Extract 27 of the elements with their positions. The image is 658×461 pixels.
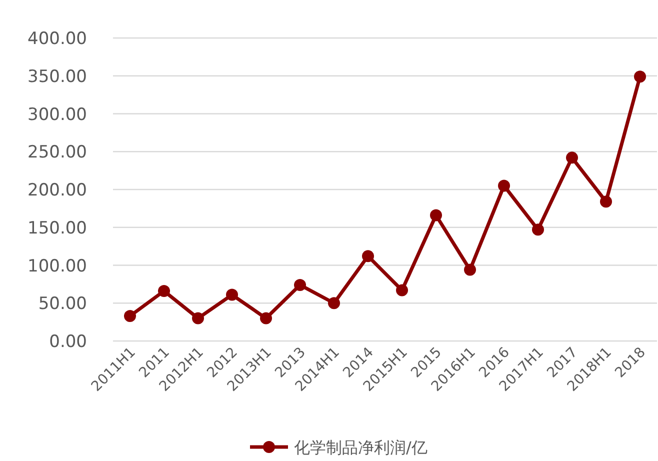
point xyxy=(158,285,170,298)
y-tick-label: 50.00 xyxy=(38,294,87,314)
y-tick-label: 200.00 xyxy=(28,180,87,200)
point xyxy=(396,284,408,296)
legend: 化学制品净利润/亿 xyxy=(250,438,428,457)
legend-label: 化学制品净利润/亿 xyxy=(294,438,428,457)
point xyxy=(464,264,476,276)
point xyxy=(532,224,544,236)
point xyxy=(260,312,272,324)
point xyxy=(566,152,578,164)
point xyxy=(124,310,136,322)
point xyxy=(226,288,238,301)
point xyxy=(294,278,306,291)
y-tick-label: 350.00 xyxy=(28,66,87,87)
point xyxy=(634,70,646,83)
point xyxy=(192,312,204,324)
y-tick-label: 400.00 xyxy=(28,29,87,49)
point xyxy=(328,297,340,310)
point xyxy=(430,209,442,222)
point xyxy=(362,250,374,262)
y-tick-label: 0.00 xyxy=(49,332,87,352)
point xyxy=(498,180,510,192)
y-tick-label: 150.00 xyxy=(28,218,87,238)
y-tick-label: 300.00 xyxy=(28,104,87,125)
point xyxy=(600,196,612,208)
y-tick-label: 100.00 xyxy=(28,256,87,276)
y-tick-label: 250.00 xyxy=(28,142,87,163)
